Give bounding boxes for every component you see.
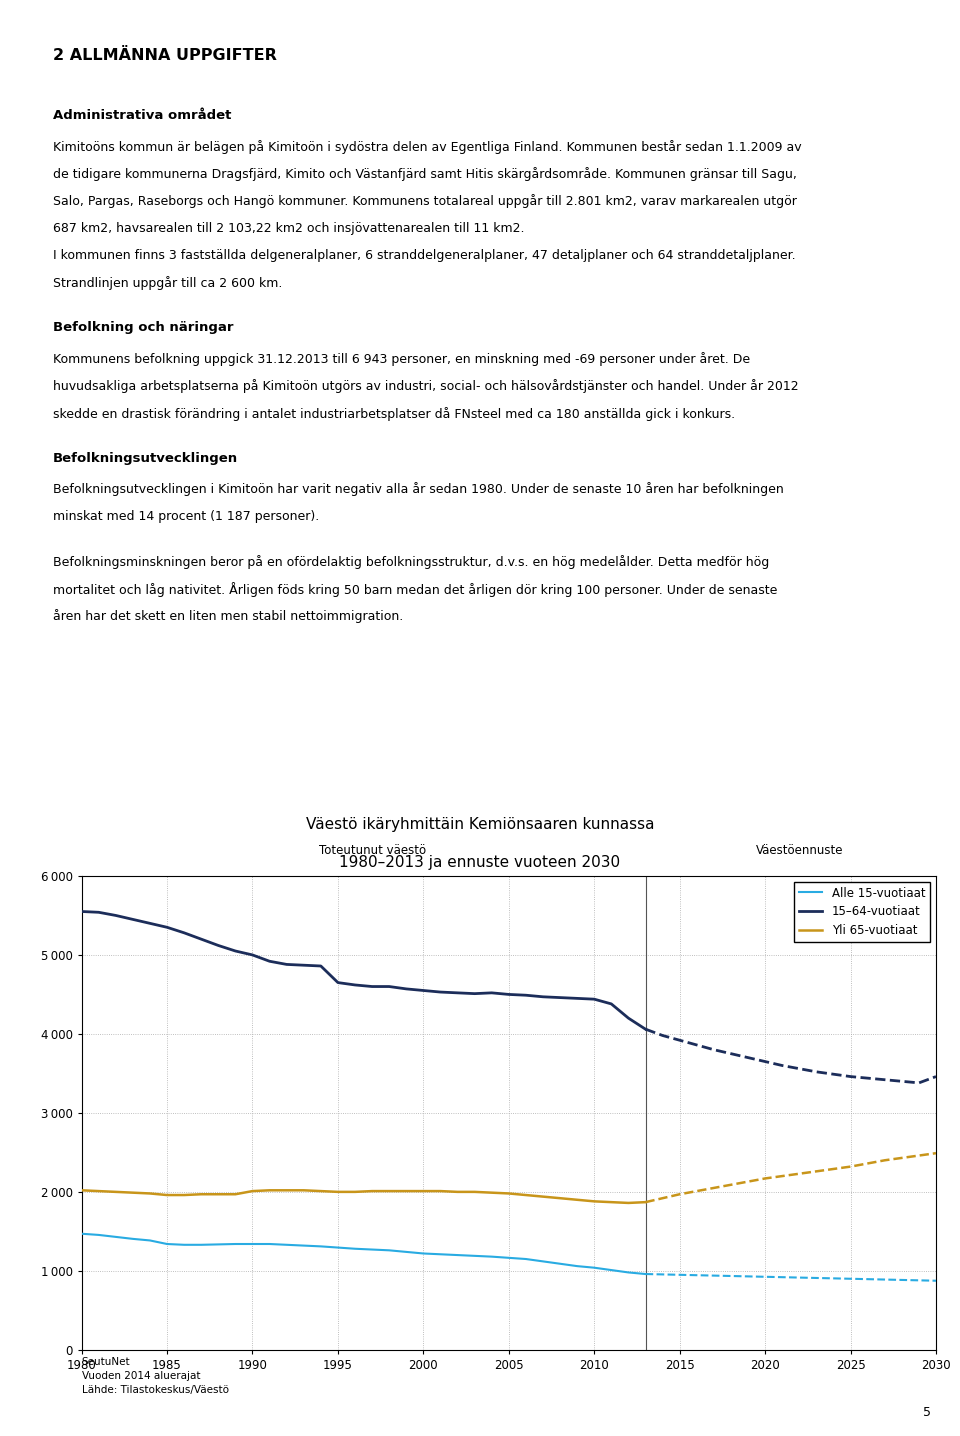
- Text: 1980–2013 ja ennuste vuoteen 2030: 1980–2013 ja ennuste vuoteen 2030: [340, 854, 620, 870]
- Text: mortalitet och låg nativitet. Årligen föds kring 50 barn medan det årligen dör k: mortalitet och låg nativitet. Årligen fö…: [53, 582, 778, 597]
- Text: huvudsakliga arbetsplatserna på Kimitoön utgörs av industri, social- och hälsovå: huvudsakliga arbetsplatserna på Kimitoön…: [53, 379, 799, 393]
- Text: skedde en drastisk förändring i antalet industriarbetsplatser då FNsteel med ca : skedde en drastisk förändring i antalet …: [53, 406, 735, 421]
- Text: 687 km2, havsarealen till 2 103,22 km2 och insjövattenarealen till 11 km2.: 687 km2, havsarealen till 2 103,22 km2 o…: [53, 221, 524, 234]
- Text: Administrativa området: Administrativa området: [53, 109, 231, 122]
- Text: Kimitoöns kommun är belägen på Kimitoön i sydöstra delen av Egentliga Finland. K: Kimitoöns kommun är belägen på Kimitoön …: [53, 139, 802, 154]
- Text: Befolkningsminskningen beror på en ofördelaktig befolkningsstruktur, d.v.s. en h: Befolkningsminskningen beror på en oförd…: [53, 554, 769, 569]
- Text: 2 ALLMÄNNA UPPGIFTER: 2 ALLMÄNNA UPPGIFTER: [53, 47, 276, 63]
- Text: Väestöennuste: Väestöennuste: [756, 844, 843, 857]
- Text: de tidigare kommunerna Dragsfjärd, Kimito och Västanfjärd samt Hitis skärgårdsom: de tidigare kommunerna Dragsfjärd, Kimit…: [53, 167, 797, 181]
- Legend: Alle 15-vuotiaat, 15–64-vuotiaat, Yli 65-vuotiaat: Alle 15-vuotiaat, 15–64-vuotiaat, Yli 65…: [794, 882, 930, 942]
- Text: 5: 5: [924, 1406, 931, 1419]
- Text: åren har det skett en liten men stabil nettoimmigration.: åren har det skett en liten men stabil n…: [53, 609, 403, 623]
- Text: Strandlinjen uppgår till ca 2 600 km.: Strandlinjen uppgår till ca 2 600 km.: [53, 276, 282, 290]
- Text: minskat med 14 procent (1 187 personer).: minskat med 14 procent (1 187 personer).: [53, 510, 319, 523]
- Text: Toteutunut väestö: Toteutunut väestö: [319, 844, 425, 857]
- Text: Väestö ikäryhmittäin Kemiönsaaren kunnassa: Väestö ikäryhmittäin Kemiönsaaren kunnas…: [305, 817, 655, 833]
- Text: I kommunen finns 3 fastställda delgeneralplaner, 6 stranddelgeneralplaner, 47 de: I kommunen finns 3 fastställda delgenera…: [53, 248, 796, 261]
- Text: Befolkningsutvecklingen i Kimitoön har varit negativ alla år sedan 1980. Under d: Befolkningsutvecklingen i Kimitoön har v…: [53, 482, 783, 497]
- Text: Salo, Pargas, Raseborgs och Hangö kommuner. Kommunens totalareal uppgår till 2.8: Salo, Pargas, Raseborgs och Hangö kommun…: [53, 194, 797, 208]
- Text: Befolkning och näringar: Befolkning och näringar: [53, 322, 233, 335]
- Text: SeutuNet
Vuoden 2014 aluerajat
Lähde: Tilastokeskus/Väestö: SeutuNet Vuoden 2014 aluerajat Lähde: Ti…: [82, 1357, 228, 1394]
- Text: Befolkningsutvecklingen: Befolkningsutvecklingen: [53, 452, 238, 465]
- Text: Kommunens befolkning uppgick 31.12.2013 till 6 943 personer, en minskning med -6: Kommunens befolkning uppgick 31.12.2013 …: [53, 352, 750, 366]
